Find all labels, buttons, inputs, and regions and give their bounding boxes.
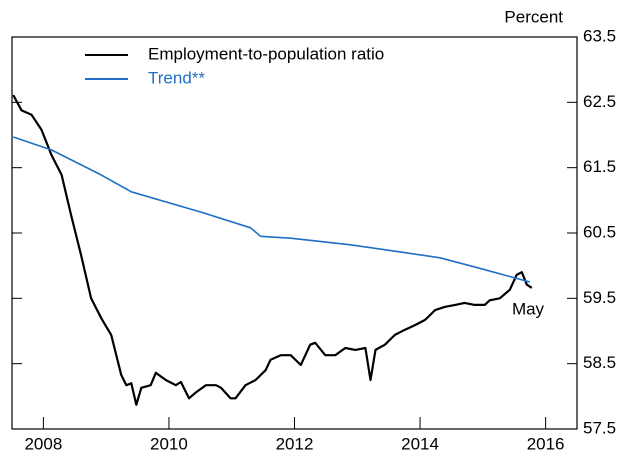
legend-label: Trend**	[148, 68, 205, 87]
x-tick-label: 2016	[527, 434, 565, 453]
series-line	[12, 94, 533, 406]
y-tick-label: 61.5	[583, 157, 616, 176]
y-tick-label: 63.5	[583, 26, 616, 45]
x-tick-label: 2014	[401, 434, 439, 453]
x-tick-label: 2010	[150, 434, 188, 453]
legend-label: Employment-to-population ratio	[148, 44, 384, 63]
x-tick-label: 2008	[24, 434, 62, 453]
y-tick-label: 58.5	[583, 353, 616, 372]
y-axis-label: Percent	[504, 7, 563, 26]
plot-frame	[11, 36, 578, 430]
y-tick-label: 60.5	[583, 222, 616, 241]
x-tick-label: 2012	[276, 434, 314, 453]
series-line	[13, 136, 531, 283]
y-tick-label: 59.5	[583, 288, 616, 307]
y-tick-label: 57.5	[583, 418, 616, 437]
annotation: May	[512, 299, 545, 318]
y-tick-label: 62.5	[583, 92, 616, 111]
